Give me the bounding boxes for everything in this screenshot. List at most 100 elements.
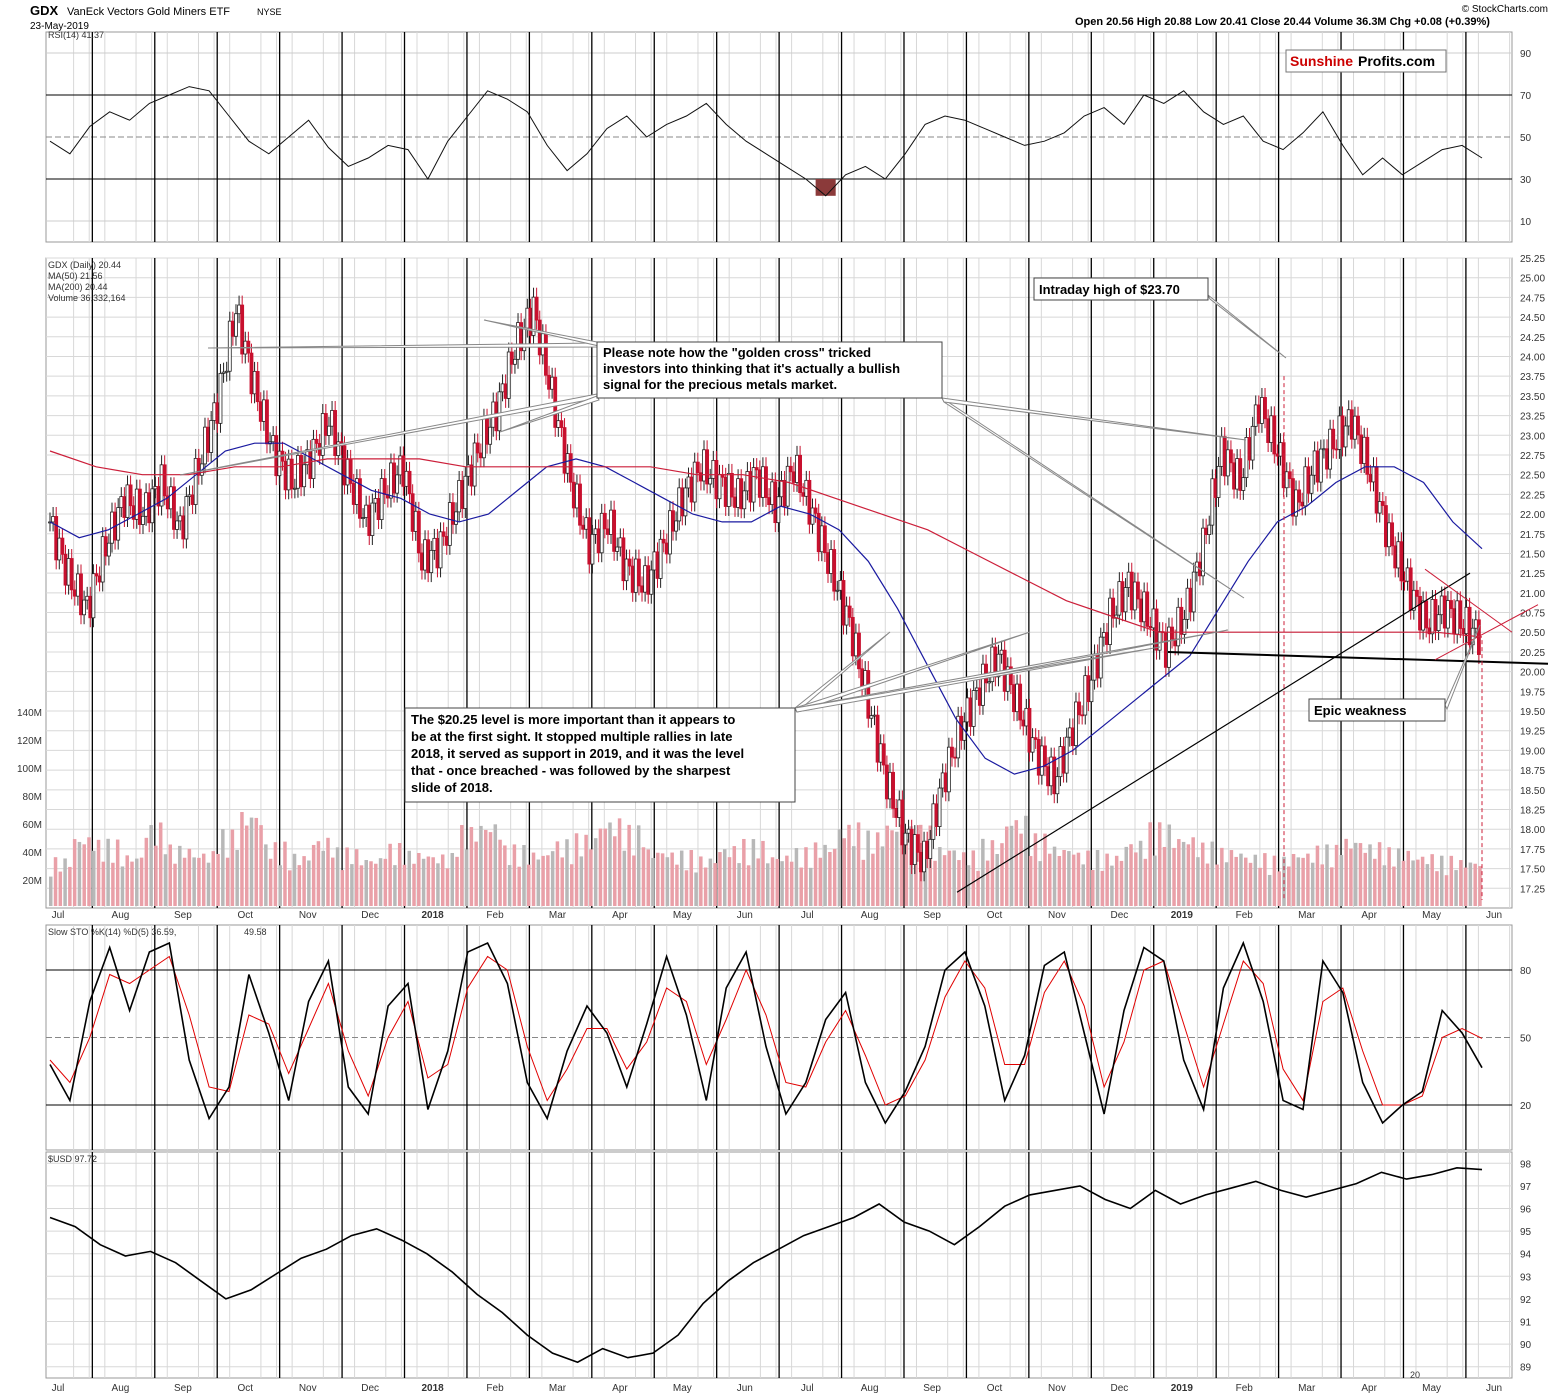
volume-bar (909, 826, 913, 906)
candle-body (1111, 597, 1116, 619)
candle-body (1148, 625, 1153, 629)
candle-body (946, 746, 951, 793)
candle-body (624, 558, 629, 582)
candle-body (1204, 527, 1209, 535)
candle-body (1356, 415, 1360, 436)
logo-part2: Profits.com (1358, 53, 1435, 69)
x-tick-label: Mar (1298, 910, 1316, 921)
volume-bar (115, 839, 120, 906)
volume-bar (1043, 833, 1047, 906)
candle-body (602, 512, 607, 530)
candle-body (389, 462, 393, 499)
volume-bar (1396, 848, 1401, 906)
candle-body (497, 391, 502, 432)
volume-bar (1353, 842, 1358, 906)
ma200-legend: MA(200) 20.44 (48, 282, 108, 292)
x-tick-label: Apr (612, 1383, 628, 1394)
candle-body (91, 573, 96, 619)
candle-body (922, 840, 926, 873)
volume-bar (646, 849, 650, 906)
candle-body (1325, 448, 1329, 470)
volume-bar (703, 867, 708, 906)
candle-body (1039, 745, 1044, 776)
candle-body (915, 834, 920, 853)
price-tick-label: 23.00 (1520, 431, 1545, 442)
candle-body (850, 617, 855, 657)
volume-bar (168, 844, 172, 906)
volume-bar (178, 845, 182, 906)
volume-bar (718, 852, 722, 906)
usd-tick-label: 92 (1520, 1295, 1532, 1306)
volume-bar (699, 856, 703, 906)
candle-body (950, 746, 954, 758)
candle-body (420, 552, 424, 571)
volume-bar (555, 841, 560, 906)
volume-bar (149, 825, 153, 906)
candle-body (739, 478, 744, 510)
candle-body (1284, 471, 1289, 489)
candle-body (767, 497, 771, 506)
volume-bar (283, 841, 287, 906)
candle-body (240, 304, 245, 355)
candle-body (903, 832, 908, 846)
candle-body (909, 828, 914, 865)
volume-bar (985, 860, 990, 906)
candle-body (292, 487, 297, 490)
x-tick-label: 2019 (1171, 1383, 1194, 1394)
ma50-line (49, 442, 1483, 775)
volume-bar (1454, 870, 1458, 906)
callout-pointer (1207, 294, 1287, 359)
volume-bar (345, 847, 349, 906)
volume-bar (307, 860, 311, 906)
usd-tick-label: 98 (1520, 1159, 1532, 1170)
volume-bar (770, 857, 775, 906)
usd-tick-label: 95 (1520, 1227, 1532, 1238)
volume-bar (976, 870, 980, 906)
candle-body (1442, 595, 1447, 629)
candle-body (314, 438, 319, 444)
candle-body (1331, 428, 1336, 450)
candle-body (249, 352, 254, 395)
volume-bar (1110, 865, 1114, 906)
x-tick-label: May (673, 910, 692, 921)
candle-body (764, 466, 768, 498)
volume-bar (163, 854, 168, 906)
price-tick-label: 18.25 (1520, 806, 1545, 817)
candle-body (689, 476, 694, 503)
candle-body (726, 472, 731, 507)
volume-bar (244, 825, 249, 906)
volume-bar (1205, 863, 1210, 906)
candle-body (289, 458, 294, 490)
candle-body (1244, 437, 1249, 479)
volume-bar (101, 861, 106, 906)
volume-bar (235, 849, 239, 906)
candle-body (934, 803, 939, 828)
volume-bar (670, 852, 674, 906)
candle-body (1132, 581, 1137, 611)
volume-bar (579, 856, 584, 906)
data-layer: JulJulAugAugSepSepOctOctNovNovDecDec2018… (17, 49, 1549, 1394)
volume-bar (1129, 844, 1133, 906)
candle-body (432, 537, 437, 551)
candle-body (1101, 632, 1106, 638)
candle-body (1126, 571, 1131, 588)
candle-body (345, 458, 350, 486)
volume-bar (72, 839, 77, 906)
price-tick-label: 17.75 (1520, 845, 1545, 856)
candle-body (1272, 415, 1277, 455)
volume-bar (1038, 861, 1042, 906)
uptrend-line (956, 572, 1471, 893)
candle-body (943, 772, 948, 793)
candle-body (773, 481, 778, 524)
volume-bar (641, 847, 646, 906)
candle-body (565, 453, 570, 474)
volume-bar (737, 863, 741, 906)
candle-body (906, 828, 911, 834)
candle-body (327, 425, 331, 436)
candle-body (97, 575, 102, 583)
volume-bar (899, 824, 904, 906)
volume-bar (1157, 822, 1162, 906)
volume-bar (1181, 841, 1186, 906)
sunshine-profits-logo: Sunshine Profits.com (1285, 49, 1447, 73)
candle-body (615, 546, 620, 552)
